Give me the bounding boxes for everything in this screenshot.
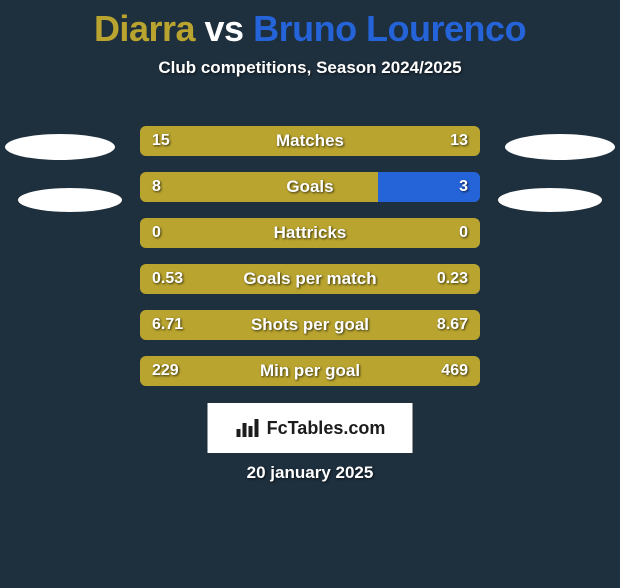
- snapshot-date: 20 january 2025: [0, 463, 620, 483]
- stat-value-left: 8: [152, 172, 161, 202]
- comparison-subtitle: Club competitions, Season 2024/2025: [0, 58, 620, 78]
- stat-bar-row: 1513Matches: [140, 126, 480, 156]
- stat-value-left: 6.71: [152, 310, 183, 340]
- player-left-silhouette-body: [18, 188, 122, 212]
- bar-chart-icon: [235, 417, 261, 439]
- comparison-title: Diarra vs Bruno Lourenco: [0, 8, 620, 50]
- comparison-chart: 1513Matches83Goals00Hattricks0.530.23Goa…: [0, 126, 620, 396]
- stat-bars-container: 1513Matches83Goals00Hattricks0.530.23Goa…: [140, 126, 480, 402]
- stat-bar-left-fill: [140, 310, 480, 340]
- stat-value-left: 229: [152, 356, 179, 386]
- stat-bar-row: 0.530.23Goals per match: [140, 264, 480, 294]
- player-right-name: Bruno Lourenco: [253, 8, 526, 49]
- stat-bar-left-fill: [140, 356, 480, 386]
- player-left-name: Diarra: [94, 8, 195, 49]
- stat-bar-row: 229469Min per goal: [140, 356, 480, 386]
- vs-separator: vs: [205, 8, 244, 49]
- stat-value-right: 469: [441, 356, 468, 386]
- stat-bar-left-fill: [140, 126, 480, 156]
- stat-bar-row: 83Goals: [140, 172, 480, 202]
- stat-bar-row: 00Hattricks: [140, 218, 480, 248]
- stat-value-right: 0: [459, 218, 468, 248]
- stat-bar-row: 6.718.67Shots per goal: [140, 310, 480, 340]
- player-left-silhouette-head: [5, 134, 115, 160]
- stat-value-right: 0.23: [437, 264, 468, 294]
- stat-value-right: 8.67: [437, 310, 468, 340]
- stat-value-left: 0.53: [152, 264, 183, 294]
- stat-bar-left-fill: [140, 172, 378, 202]
- stat-value-left: 15: [152, 126, 170, 156]
- stat-bar-left-fill: [140, 218, 480, 248]
- stat-bar-left-fill: [140, 264, 480, 294]
- stat-value-right: 3: [459, 172, 468, 202]
- stat-value-right: 13: [450, 126, 468, 156]
- player-right-silhouette-head: [505, 134, 615, 160]
- source-badge: FcTables.com: [208, 403, 413, 453]
- player-right-silhouette-body: [498, 188, 602, 212]
- stat-value-left: 0: [152, 218, 161, 248]
- source-badge-text: FcTables.com: [267, 418, 386, 439]
